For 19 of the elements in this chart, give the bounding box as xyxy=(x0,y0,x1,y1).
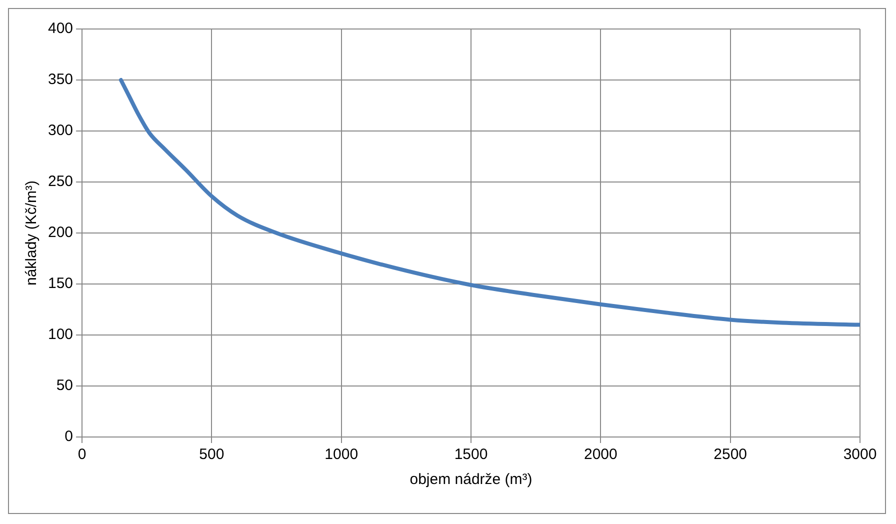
y-tick-label: 400 xyxy=(48,20,74,38)
y-tick-label: 300 xyxy=(48,122,74,140)
line-series xyxy=(118,78,860,327)
x-tick-label: 3000 xyxy=(843,446,877,464)
x-tick-label: 500 xyxy=(199,446,224,464)
y-tick-label: 100 xyxy=(48,326,74,344)
y-tick-label: 250 xyxy=(48,173,74,190)
x-tick-label: 2000 xyxy=(584,446,618,464)
x-tick-label: 1000 xyxy=(324,446,358,464)
y-tick-label: 150 xyxy=(48,275,74,292)
y-tick-label: 50 xyxy=(56,377,74,394)
y-axis-title: náklady (Kč/m³) xyxy=(23,180,40,286)
x-tick-label: 1500 xyxy=(454,446,488,464)
x-tick-label: 0 xyxy=(78,446,86,464)
x-axis-title: objem nádrže (m³) xyxy=(410,471,532,488)
y-tick-label: 0 xyxy=(64,428,74,446)
y-tick-label: 350 xyxy=(48,71,74,88)
y-tick-label: 200 xyxy=(48,224,74,242)
x-tick-label: 2500 xyxy=(714,446,748,464)
